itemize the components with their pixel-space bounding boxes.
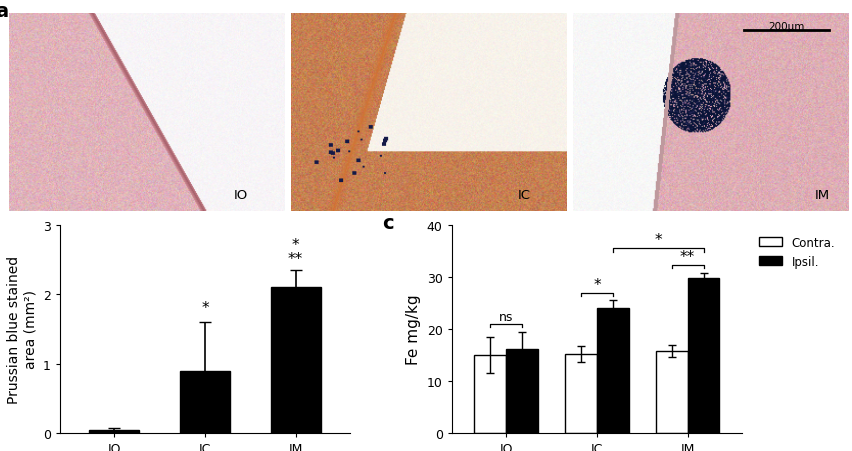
Text: IC: IC xyxy=(517,189,530,202)
Legend: Contra., Ipsil.: Contra., Ipsil. xyxy=(753,231,839,273)
Bar xyxy=(565,354,596,433)
Text: *: * xyxy=(653,233,661,248)
Text: **: ** xyxy=(679,249,694,264)
Y-axis label: Prussian blue stained
area (mm²): Prussian blue stained area (mm²) xyxy=(7,255,37,403)
Text: *: * xyxy=(201,300,209,315)
Bar xyxy=(596,308,628,433)
Y-axis label: Fe mg/kg: Fe mg/kg xyxy=(406,294,421,364)
Bar xyxy=(89,430,139,433)
Bar xyxy=(687,278,718,433)
Bar xyxy=(505,349,538,433)
Bar xyxy=(655,351,687,433)
Text: *: * xyxy=(592,277,600,292)
Bar xyxy=(270,288,320,433)
Text: a: a xyxy=(0,2,8,21)
Bar xyxy=(474,355,505,433)
Text: ns: ns xyxy=(498,311,513,323)
Text: *: * xyxy=(291,238,299,253)
Text: IM: IM xyxy=(814,189,828,202)
Text: 200μm: 200μm xyxy=(768,22,804,32)
Text: IO: IO xyxy=(233,189,248,202)
Bar xyxy=(180,371,229,433)
Text: c: c xyxy=(382,213,394,232)
Text: **: ** xyxy=(288,251,303,266)
